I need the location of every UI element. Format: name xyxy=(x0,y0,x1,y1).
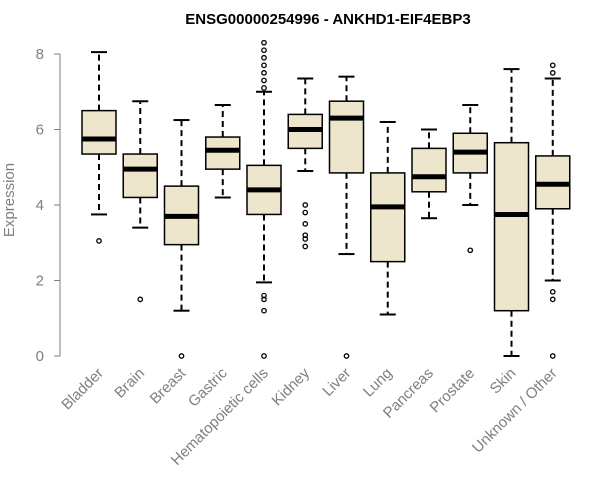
y-tick-label: 6 xyxy=(36,122,44,139)
outlier-point xyxy=(261,62,267,69)
chart-title: ENSG00000254996 - ANKHD1-EIF4EBP3 xyxy=(185,11,470,28)
x-category-label: Lung xyxy=(360,365,396,401)
x-category-label: Bladder xyxy=(58,365,107,414)
iqr-box xyxy=(411,147,447,193)
outlier-point xyxy=(549,288,556,295)
y-tick-label: 2 xyxy=(36,273,44,290)
y-axis-title: Expression xyxy=(1,163,18,237)
outlier-point xyxy=(302,243,309,250)
box-skin xyxy=(493,68,530,357)
outlier-point xyxy=(302,221,309,227)
outlier-point xyxy=(137,296,144,303)
outlier-point xyxy=(261,85,267,91)
outlier-point xyxy=(261,54,267,61)
outlier-point xyxy=(467,247,474,254)
outlier-point xyxy=(261,307,267,314)
outlier-point xyxy=(261,70,267,76)
iqr-box xyxy=(328,100,365,174)
outlier-point xyxy=(178,353,185,359)
outlier-point xyxy=(261,47,267,54)
y-tick-label: 8 xyxy=(36,46,44,63)
y-tick-label: 0 xyxy=(36,348,44,365)
iqr-box xyxy=(493,141,530,312)
outlier-point xyxy=(549,296,556,303)
box-gastric xyxy=(205,103,241,199)
iqr-box xyxy=(205,136,241,170)
box-hematopoietic-cells xyxy=(246,39,282,359)
x-category-label: Liver xyxy=(319,365,354,400)
box-prostate xyxy=(452,103,488,254)
outlier-point xyxy=(261,39,267,46)
x-category-label: Kidney xyxy=(269,364,314,409)
outlier-point xyxy=(549,70,556,76)
outlier-point xyxy=(549,62,556,69)
outlier-point xyxy=(261,77,267,84)
x-category-label: Brain xyxy=(111,365,148,402)
iqr-box xyxy=(81,109,117,155)
outlier-point xyxy=(302,209,309,216)
box-brain xyxy=(122,100,158,303)
box-unknown-other xyxy=(535,62,571,359)
iqr-box xyxy=(370,172,406,263)
x-category-label: Prostate xyxy=(427,365,479,417)
box-pancreas xyxy=(411,128,447,220)
box-lung xyxy=(370,120,406,316)
outlier-point xyxy=(96,238,102,244)
y-tick-label: 4 xyxy=(36,197,44,214)
box-kidney xyxy=(287,77,323,250)
outlier-point xyxy=(302,232,309,239)
box-bladder xyxy=(81,51,117,244)
outlier-point xyxy=(261,292,267,299)
x-category-label: Skin xyxy=(487,365,520,398)
outlier-point xyxy=(302,202,309,208)
box-liver xyxy=(328,75,365,359)
outlier-point xyxy=(549,353,556,359)
outlier-point xyxy=(343,353,350,359)
outlier-point xyxy=(261,353,267,359)
iqr-box xyxy=(122,153,158,199)
box-breast xyxy=(163,119,200,359)
x-category-label: Breast xyxy=(147,364,190,407)
